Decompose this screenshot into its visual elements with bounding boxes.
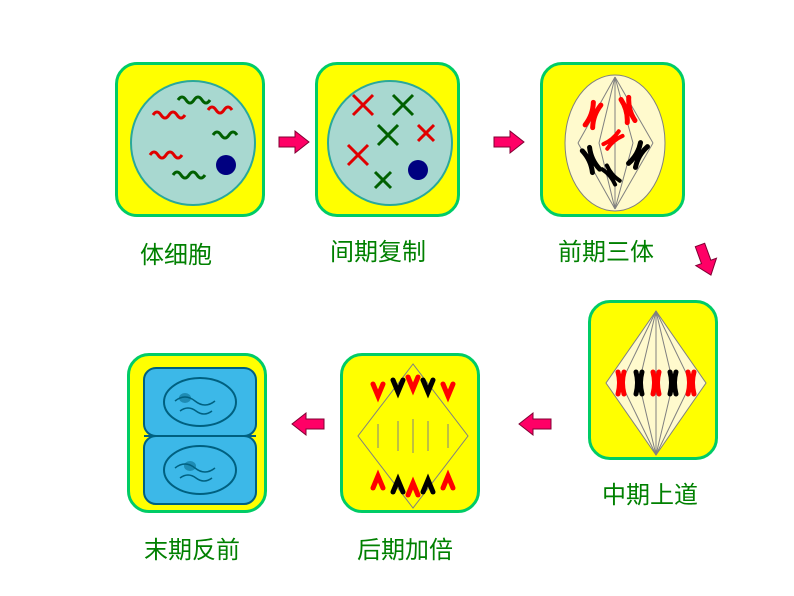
arrow-1 [275, 128, 311, 156]
stage-1-box [115, 62, 265, 217]
stage-3-box [540, 62, 685, 217]
stage-4-svg [591, 303, 721, 463]
stage-5-svg [343, 356, 483, 516]
stage-1-label: 体细胞 [140, 235, 212, 270]
arrow-5 [288, 410, 328, 438]
stage-5-box [340, 353, 480, 513]
stage-1-svg [118, 65, 268, 220]
stage-4-label: 中期上道 [602, 475, 698, 510]
stage-6-svg [130, 356, 270, 516]
stage-6-label: 末期反前 [144, 530, 240, 565]
arrow-3 [688, 235, 728, 279]
stage-4-box [588, 300, 718, 460]
stage-2-svg [318, 65, 463, 220]
arrow-2 [490, 128, 526, 156]
stage-5-label: 后期加倍 [357, 530, 453, 565]
stage-2-box [315, 62, 460, 217]
arrow-4 [515, 410, 555, 438]
stage-6-box [127, 353, 267, 513]
stage-3-svg [543, 65, 688, 220]
stage-3-label: 前期三体 [558, 232, 654, 267]
stage-2-label: 间期复制 [330, 232, 426, 267]
